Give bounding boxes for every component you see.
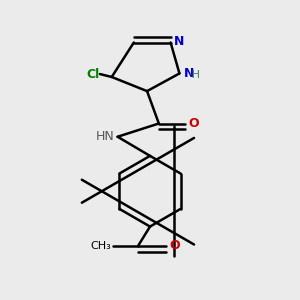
Text: O: O xyxy=(169,239,180,252)
Text: ·H: ·H xyxy=(188,70,200,80)
Text: N: N xyxy=(174,35,184,48)
Text: HN: HN xyxy=(96,130,115,143)
Text: N: N xyxy=(184,67,194,80)
Text: Cl: Cl xyxy=(86,68,99,80)
Text: O: O xyxy=(188,117,199,130)
Text: CH₃: CH₃ xyxy=(90,241,111,251)
